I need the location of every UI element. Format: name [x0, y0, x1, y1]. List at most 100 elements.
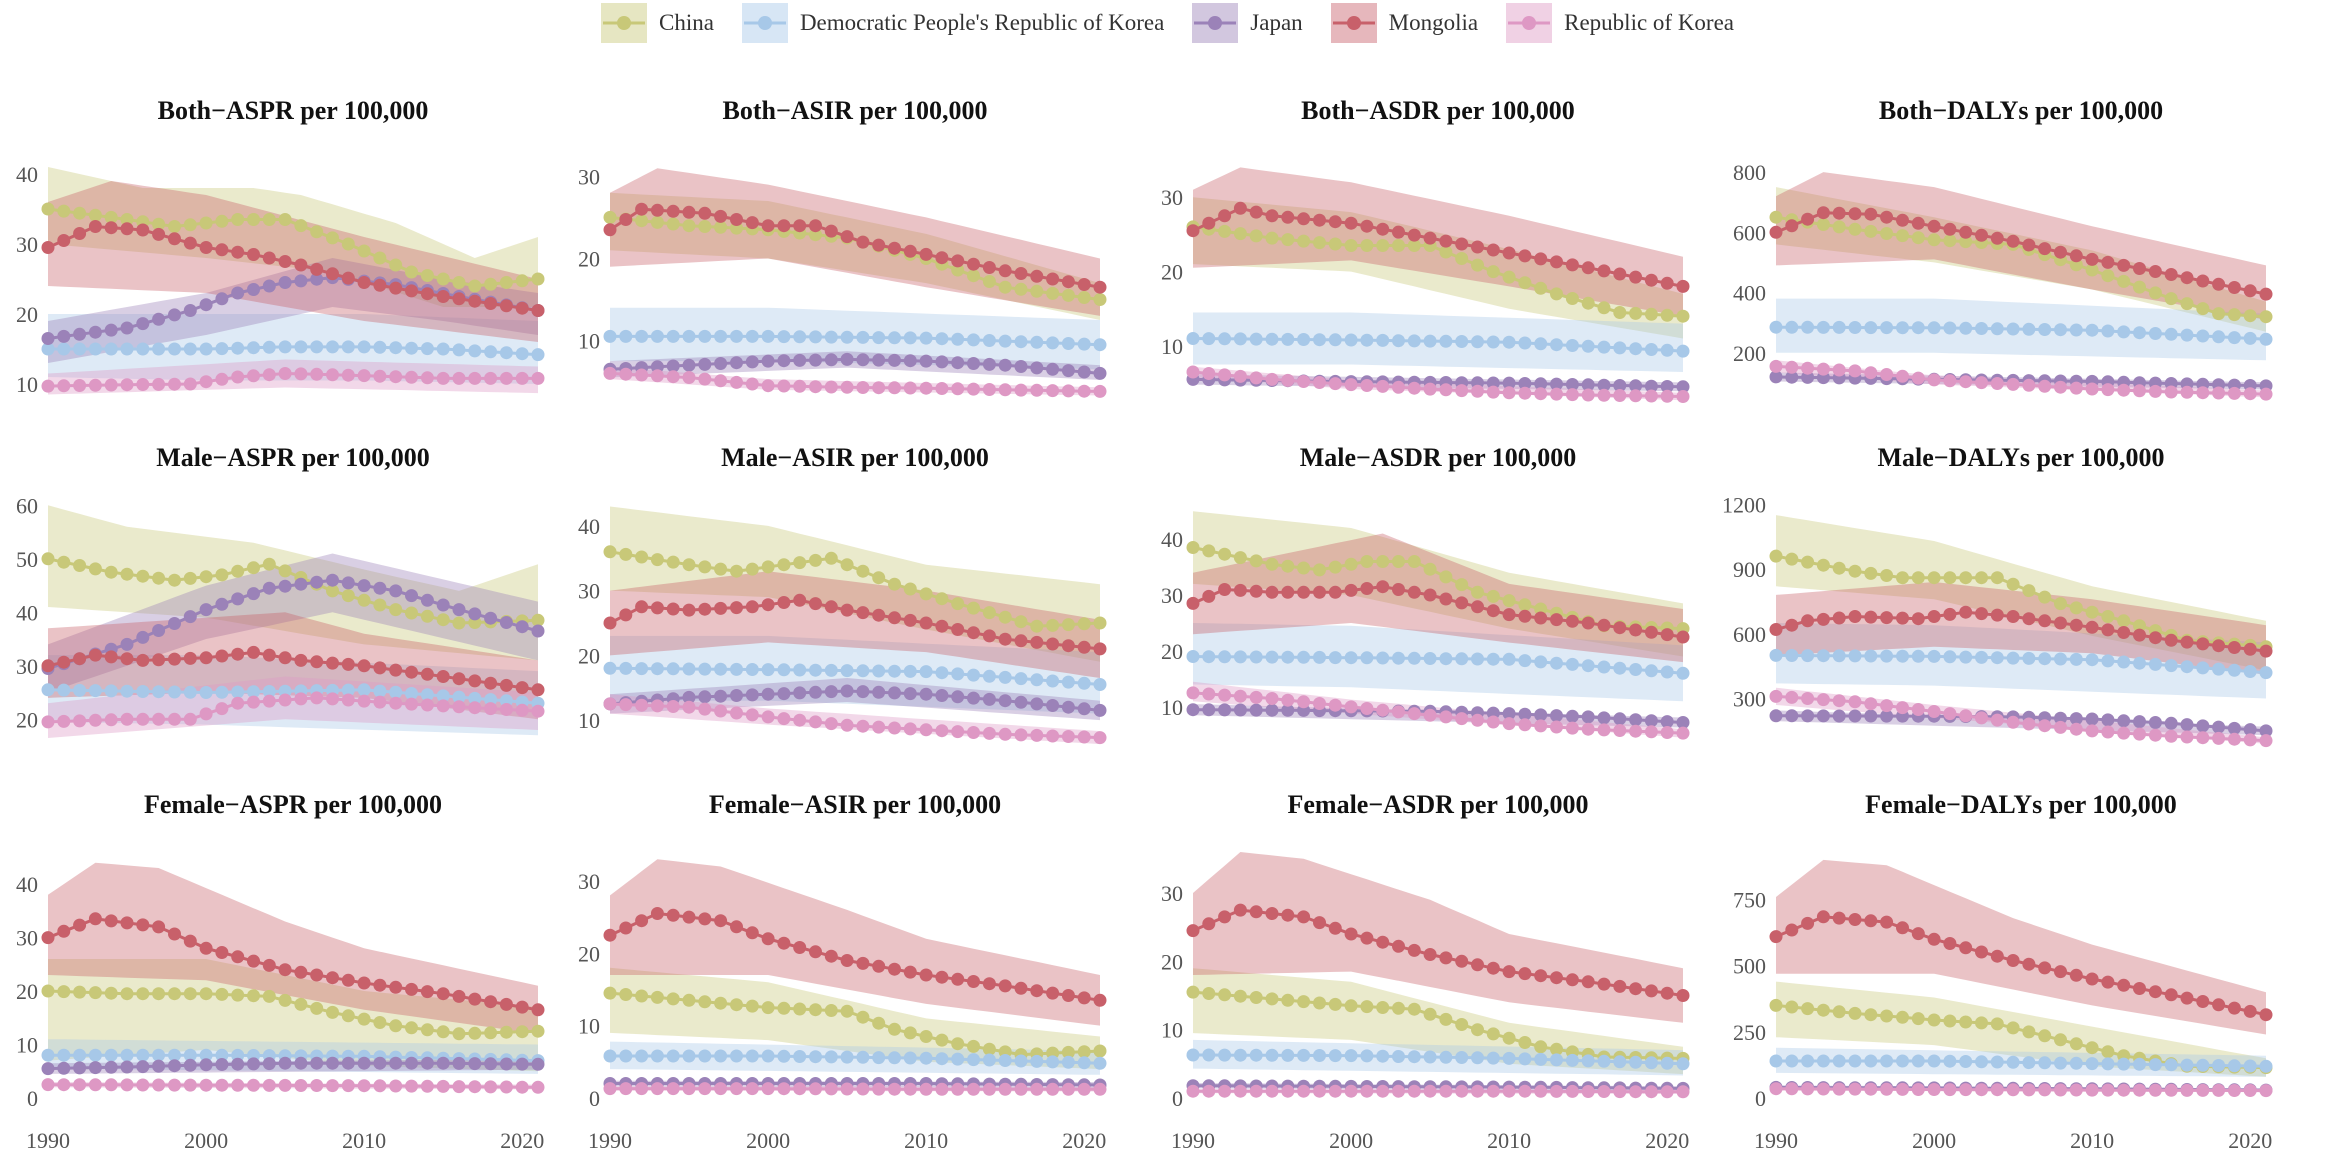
- data-point-mongolia: [1249, 205, 1263, 219]
- data-point-republic-of-korea: [88, 713, 102, 727]
- data-point-mongolia: [1360, 219, 1374, 233]
- data-point-republic-of-korea: [1565, 1084, 1579, 1098]
- data-point-democratic-people-s-republic-of-korea: [824, 663, 838, 677]
- data-point-mongolia: [1896, 921, 1909, 935]
- data-point-democratic-people-s-republic-of-korea: [436, 342, 450, 356]
- data-point-democratic-people-s-republic-of-korea: [888, 331, 901, 345]
- data-point-democratic-people-s-republic-of-korea: [1218, 1048, 1232, 1062]
- data-point-democratic-people-s-republic-of-korea: [389, 341, 403, 355]
- data-point-mongolia: [41, 659, 55, 673]
- data-point-republic-of-korea: [1911, 1083, 1925, 1096]
- data-point-democratic-people-s-republic-of-korea: [714, 1049, 728, 1063]
- data-point-republic-of-korea: [1660, 726, 1674, 739]
- data-point-republic-of-korea: [310, 691, 324, 705]
- data-point-mongolia: [1959, 225, 1973, 239]
- data-point-japan: [120, 637, 134, 651]
- data-point-china: [499, 1025, 513, 1039]
- data-point-china: [1376, 1001, 1390, 1014]
- data-point-democratic-people-s-republic-of-korea: [666, 1049, 680, 1063]
- data-point-mongolia: [714, 914, 728, 928]
- data-point-china: [405, 1021, 418, 1035]
- data-point-republic-of-korea: [730, 1082, 743, 1096]
- data-point-mongolia: [666, 204, 680, 218]
- y-tick-label: 30: [578, 579, 600, 604]
- data-point-mongolia: [1186, 924, 1200, 938]
- data-point-republic-of-korea: [1202, 687, 1216, 701]
- data-point-china: [1550, 1042, 1563, 1056]
- data-point-democratic-people-s-republic-of-korea: [1864, 649, 1878, 663]
- data-point-mongolia: [420, 287, 434, 301]
- data-point-japan: [1801, 370, 1815, 384]
- data-point-democratic-people-s-republic-of-korea: [1581, 659, 1595, 673]
- data-point-mongolia: [2022, 238, 2036, 252]
- data-point-china: [1455, 1018, 1469, 1031]
- data-point-democratic-people-s-republic-of-korea: [2164, 1058, 2178, 1072]
- data-point-japan: [824, 685, 838, 699]
- data-point-democratic-people-s-republic-of-korea: [1392, 651, 1405, 665]
- data-point-china: [1328, 560, 1342, 574]
- data-point-china: [856, 564, 870, 578]
- data-point-democratic-people-s-republic-of-korea: [247, 685, 260, 699]
- data-point-china: [935, 592, 949, 606]
- data-point-republic-of-korea: [2101, 725, 2115, 739]
- data-point-china: [1265, 231, 1279, 245]
- data-point-japan: [120, 321, 134, 335]
- data-point-china: [2085, 605, 2099, 619]
- data-point-china: [2054, 597, 2067, 611]
- data-point-japan: [247, 1057, 260, 1071]
- data-point-republic-of-korea: [1423, 1084, 1437, 1098]
- data-point-mongolia: [1581, 975, 1595, 989]
- data-point-democratic-people-s-republic-of-korea: [405, 687, 418, 700]
- data-point-japan: [389, 584, 403, 598]
- data-point-democratic-people-s-republic-of-korea: [1328, 333, 1342, 347]
- data-point-democratic-people-s-republic-of-korea: [1896, 649, 1909, 663]
- data-point-mongolia: [515, 681, 529, 695]
- data-point-china: [1534, 281, 1548, 295]
- data-point-mongolia: [420, 667, 434, 681]
- data-point-china: [1233, 989, 1247, 1003]
- data-point-democratic-people-s-republic-of-korea: [120, 342, 134, 356]
- data-point-japan: [247, 587, 260, 601]
- data-point-japan: [1046, 362, 1060, 376]
- data-point-democratic-people-s-republic-of-korea: [1344, 651, 1358, 665]
- chart-title: Female−ASPR per 100,000: [144, 790, 442, 819]
- data-point-china: [951, 1037, 965, 1051]
- data-point-china: [951, 263, 965, 277]
- y-tick-label: 30: [1161, 881, 1183, 906]
- data-point-china: [2069, 258, 2083, 272]
- data-point-mongolia: [777, 596, 791, 609]
- data-point-mongolia: [1629, 982, 1643, 996]
- data-point-mongolia: [1816, 206, 1830, 220]
- data-point-republic-of-korea: [1249, 1084, 1263, 1098]
- data-point-mongolia: [2054, 245, 2067, 259]
- y-tick-label: 40: [1161, 527, 1183, 552]
- data-point-mongolia: [373, 278, 387, 292]
- data-point-japan: [1785, 709, 1799, 723]
- data-point-japan: [468, 607, 482, 621]
- data-point-democratic-people-s-republic-of-korea: [856, 330, 870, 344]
- data-point-democratic-people-s-republic-of-korea: [998, 1054, 1012, 1067]
- data-point-china: [1911, 231, 1925, 245]
- data-point-mongolia: [1218, 209, 1232, 223]
- data-point-democratic-people-s-republic-of-korea: [1502, 652, 1516, 666]
- chart-title: Male−ASDR per 100,000: [1300, 443, 1576, 472]
- data-point-mongolia: [682, 205, 696, 219]
- data-point-democratic-people-s-republic-of-korea: [2259, 1059, 2273, 1073]
- data-point-democratic-people-s-republic-of-korea: [1014, 1054, 1028, 1068]
- data-point-republic-of-korea: [635, 1082, 649, 1096]
- data-point-mongolia: [1186, 224, 1200, 238]
- data-point-china: [809, 553, 822, 567]
- data-point-mongolia: [120, 916, 134, 930]
- data-point-republic-of-korea: [650, 699, 664, 713]
- data-point-republic-of-korea: [1550, 387, 1563, 401]
- data-point-democratic-people-s-republic-of-korea: [73, 1048, 87, 1062]
- y-tick-label: 600: [1733, 622, 1766, 647]
- data-point-republic-of-korea: [2117, 383, 2131, 397]
- data-point-democratic-people-s-republic-of-korea: [1534, 655, 1548, 669]
- data-point-democratic-people-s-republic-of-korea: [1565, 1053, 1579, 1067]
- data-point-china: [2006, 577, 2020, 591]
- data-point-mongolia: [619, 921, 633, 935]
- data-point-china: [152, 217, 166, 231]
- data-point-democratic-people-s-republic-of-korea: [730, 1049, 743, 1063]
- data-point-japan: [310, 575, 324, 589]
